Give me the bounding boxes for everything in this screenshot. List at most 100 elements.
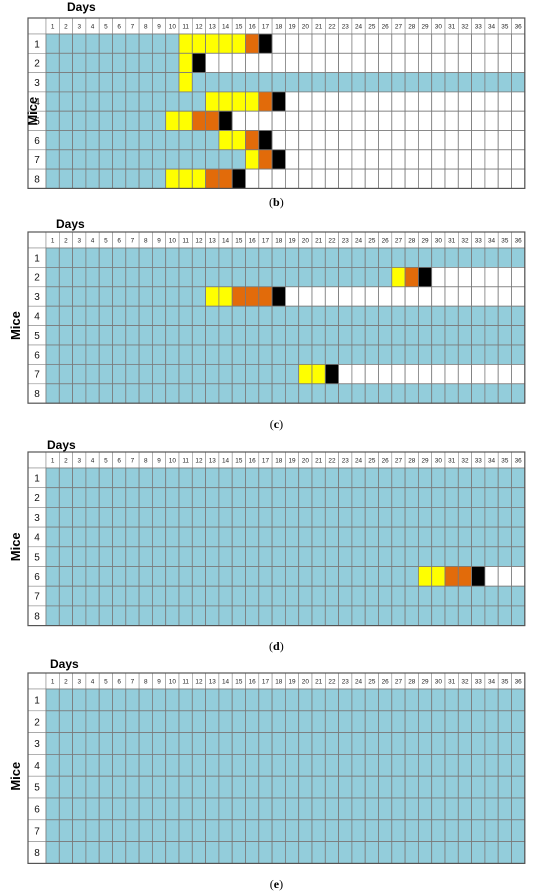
heatmap-cell [112,72,127,93]
day-tick-label: 29 [421,457,429,464]
heatmap-cell [351,383,366,404]
heatmap-cell [151,149,167,170]
heatmap-cell [112,33,127,54]
heatmap-cell [205,267,220,288]
grid-frame [27,231,526,404]
heatmap-cell [364,91,379,112]
heatmap-cell [431,72,446,93]
heatmap-cell [98,267,113,288]
heatmap-cell [45,467,60,489]
corner-cell [27,231,47,249]
heatmap-cell [271,363,286,385]
heatmap-cell [324,688,339,712]
mice-axis-title: Mice [25,97,40,126]
heatmap-cell [298,383,313,404]
heatmap-cell [58,546,73,567]
heatmap-cell [151,286,167,307]
heatmap-cell [191,819,207,843]
day-tick-label: 28 [408,237,416,244]
heatmap-cell [298,566,313,587]
heatmap-cell [284,546,300,567]
heatmap-cell [364,526,379,548]
heatmap-cell [471,710,486,733]
heatmap-cell [45,110,60,131]
heatmap-cell [511,566,526,587]
heatmap-cell [311,585,326,607]
heatmap-cell [391,566,406,587]
heatmap-cell [431,52,446,73]
heatmap-cell [125,52,140,73]
heatmap-cell [484,110,499,131]
day-tick-label: 32 [461,237,469,244]
heatmap-cell [511,33,526,54]
heatmap-cell [72,305,87,326]
heatmap-cell [497,363,512,385]
heatmap-cell [165,110,180,131]
heatmap-cell [258,33,273,54]
heatmap-cell [404,247,419,268]
heatmap-cell [417,487,433,508]
heatmap-cell [284,487,300,508]
heatmap-cell [444,566,459,587]
heatmap-cell [85,526,100,548]
heatmap-cell [298,710,313,733]
day-tick-label: 11 [182,678,189,685]
heatmap-cell [138,72,153,93]
heatmap-cell [511,487,526,508]
heatmap-cell [364,325,379,346]
heatmap-cell [72,819,87,843]
heatmap-cell [351,688,366,712]
heatmap-cell [218,130,233,151]
heatmap-cell [444,732,459,755]
heatmap-cell [324,775,339,799]
heatmap-cell [85,797,100,821]
heatmap-cell [378,110,393,131]
heatmap-cell [258,110,273,131]
heatmap-cell [112,363,127,385]
heatmap-cell [444,585,459,607]
heatmap-cell [471,72,486,93]
heatmap-cell [364,267,379,288]
heatmap-cell [471,605,486,626]
heatmap-cell [497,605,512,626]
heatmap-cell [231,247,246,268]
heatmap-cell [271,546,286,567]
day-tick-label: 12 [195,457,203,464]
heatmap-cell [72,841,87,864]
heatmap-cell [338,267,353,288]
heatmap-cell [112,52,127,73]
heatmap-cell [258,383,273,404]
heatmap-cell [191,267,207,288]
heatmap-cell [404,149,419,170]
heatmap-cell [298,467,313,489]
heatmap-cell [457,286,472,307]
heatmap-cell [284,91,300,112]
heatmap-cell [258,247,273,268]
heatmap-cell [258,841,273,864]
heatmap-cell [45,325,60,346]
heatmap-cell [298,819,313,843]
heatmap-cell [85,267,100,288]
heatmap-cell [457,710,472,733]
heatmap-cell [165,286,180,307]
heatmap-cell [125,775,140,799]
panel-b: Days 1 2 3 4 5 6 7 8 9 10 11 12 13 14 15 16 17 18 19 20 21 22 2… [0,0,550,214]
heatmap-cell [431,754,446,777]
heatmap-cell [324,710,339,733]
heatmap-cell [191,710,207,733]
heatmap-cell [298,168,313,189]
heatmap-cell [138,247,153,268]
heatmap-cell [471,566,486,587]
heatmap-cell [45,130,60,151]
heatmap-cell [151,91,167,112]
day-tick-label: 24 [355,678,363,685]
heatmap-cell [497,546,512,567]
heatmap-cell [431,546,446,567]
heatmap-cell [391,91,406,112]
heatmap-cell [231,775,246,799]
heatmap-cell [431,585,446,607]
mouse-tick-label: 8 [34,174,40,185]
heatmap-cell [497,286,512,307]
day-tick-label: 32 [461,457,469,464]
